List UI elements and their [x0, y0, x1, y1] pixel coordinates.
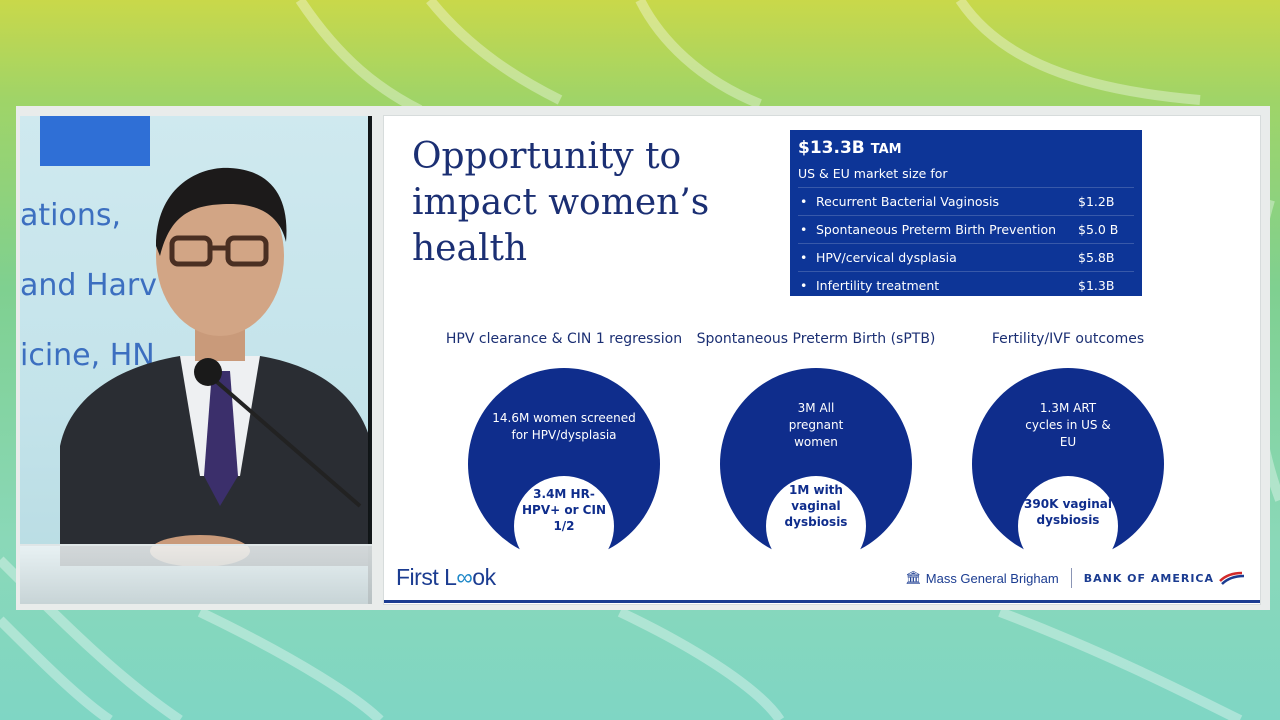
tam-headline: $13.3B TAM: [798, 138, 1134, 158]
inner-circle: [766, 476, 866, 576]
inner-circle-text: 1M with vaginal dysbiosis: [784, 483, 848, 529]
tam-item: • Spontaneous Preterm Birth Prevention $5.…: [798, 215, 1134, 243]
column-title: Fertility/IVF outcomes: [991, 331, 1145, 347]
first-look-logo: First L∞ok: [396, 564, 496, 591]
screen-text-line-1: ations,: [20, 198, 122, 233]
first-look-text-b: ok: [472, 564, 496, 590]
stage-curtain: [368, 116, 372, 604]
flag-icon: [1219, 571, 1244, 585]
speaker-video: ations, and Harv icine, HN: [20, 116, 372, 604]
infinity-icon: ∞: [456, 564, 473, 590]
footer-line: [384, 600, 1260, 603]
first-look-text-a: First L: [396, 564, 457, 590]
tam-item-value: $1.2B: [1078, 194, 1115, 209]
tam-headline-value: $13.3B: [798, 138, 865, 158]
inner-circle-text: 3.4M HR-HPV+ or CIN 1/2: [521, 487, 606, 533]
tam-headline-suffix: TAM: [870, 142, 902, 157]
tam-item-name: Infertility treatment: [816, 278, 940, 293]
tam-item-name: Recurrent Bacterial Vaginosis: [816, 194, 1000, 209]
inner-circle: [1018, 476, 1118, 576]
tam-item-value: $5.0 B: [1078, 222, 1119, 237]
divider: [1070, 568, 1072, 588]
screen-logo-fragment: [40, 116, 150, 166]
bullet-icon: •: [800, 194, 808, 209]
column-hpv: HPV clearance & CIN 1 regression 14.6M w…: [444, 316, 684, 576]
outer-circle-text: 3M All pregnant women: [788, 401, 844, 449]
screen-text-line-2: and Harv: [20, 268, 158, 303]
presentation-slide: Opportunity to impact women’s health $13…: [384, 116, 1260, 604]
tam-item-value: $5.8B: [1078, 250, 1115, 265]
screen-text-line-3: icine, HN: [20, 338, 155, 373]
podium: [20, 544, 372, 604]
tam-item-name: HPV/cervical dysplasia: [816, 250, 957, 265]
bullet-icon: •: [800, 222, 808, 237]
tam-box: $13.3B TAM US & EU market size for • Recur…: [790, 130, 1142, 296]
mgb-logo: 🏛 Mass General Brigham: [905, 570, 1058, 586]
column-ivf: Fertility/IVF outcomes 1.3M ART cycles i…: [948, 316, 1188, 576]
column-sptb: Spontaneous Preterm Birth (sPTB) 3M All …: [696, 316, 936, 576]
inner-circle-text: 390K vaginal dysbiosis: [1024, 497, 1112, 527]
tam-item-name: Spontaneous Preterm Birth Prevention: [816, 222, 1057, 237]
bullet-icon: •: [800, 278, 808, 293]
column-title: Spontaneous Preterm Birth (sPTB): [696, 331, 936, 347]
tam-item-value: $1.3B: [1078, 278, 1115, 293]
inner-circle: [514, 476, 614, 576]
mgb-text: Mass General Brigham: [925, 570, 1059, 586]
tam-subtitle: US & EU market size for: [798, 166, 948, 181]
boa-text: BANK OF AMERICA: [1083, 571, 1214, 585]
slide-title: Opportunity to impact women’s health: [412, 136, 710, 269]
boa-logo: BANK OF AMERICA: [1084, 571, 1244, 585]
bullet-icon: •: [800, 250, 808, 265]
tam-item: • Infertility treatment $1.3B: [798, 271, 1134, 299]
tam-item: • Recurrent Bacterial Vaginosis $1.2B: [798, 187, 1134, 215]
outer-circle-text: 14.6M women screened for HPV/dysplasia: [492, 411, 636, 442]
building-icon: 🏛: [905, 570, 922, 585]
sponsor-logos: 🏛 Mass General Brigham BANK OF AMERICA: [905, 568, 1244, 588]
outer-circle-text: 1.3M ART cycles in US & EU: [1025, 401, 1111, 449]
tam-list: • Recurrent Bacterial Vaginosis $1.2B • Spo…: [798, 187, 1134, 299]
speaker-figure: [60, 167, 372, 566]
tam-item: • HPV/cervical dysplasia $5.8B: [798, 243, 1134, 271]
column-title: HPV clearance & CIN 1 regression: [445, 331, 683, 347]
